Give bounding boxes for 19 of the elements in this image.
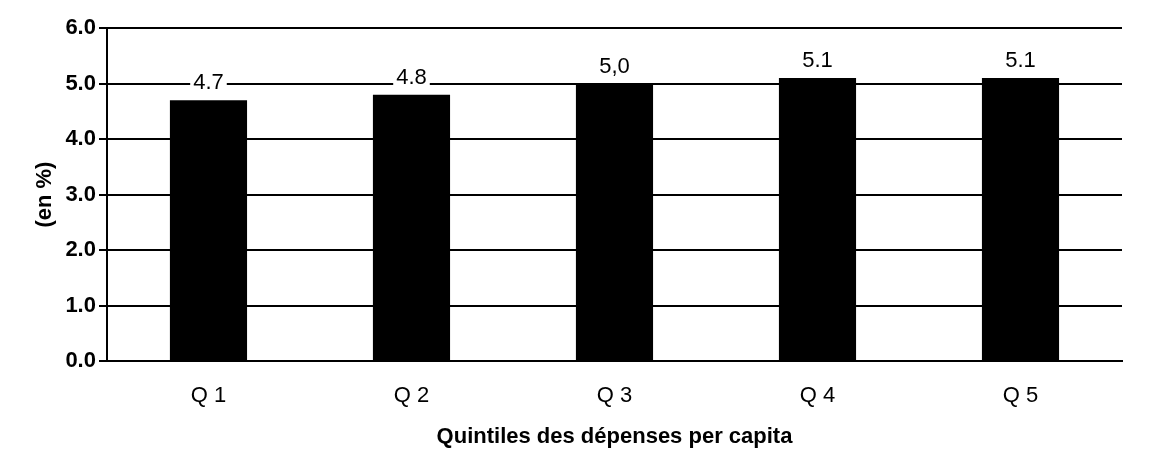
x-tick-label: Q 1 [190, 382, 227, 408]
data-label: 4.8 [396, 63, 427, 89]
y-tick-label: 4.0 [65, 125, 96, 151]
y-tick-label: 5.0 [65, 69, 96, 95]
x-tick-label: Q 3 [596, 382, 633, 408]
x-tick-label: Q 5 [1002, 382, 1039, 408]
data-label: 5.1 [802, 47, 833, 73]
data-label: 5.1 [1005, 47, 1036, 73]
data-label: 4.7 [193, 69, 224, 95]
x-tick-label: Q 2 [393, 382, 430, 408]
data-label: 5,0 [599, 52, 630, 78]
y-tick-label: 6.0 [65, 14, 96, 40]
y-axis-title: (en %) [31, 161, 57, 228]
y-tick-label: 1.0 [65, 291, 96, 317]
y-tick-label: 3.0 [65, 180, 96, 206]
y-tick-label: 2.0 [65, 236, 96, 262]
y-tick-label: 0.0 [65, 347, 96, 373]
x-axis-title: Quintiles des dépenses per capita [436, 422, 794, 448]
x-tick-label: Q 4 [799, 382, 836, 408]
